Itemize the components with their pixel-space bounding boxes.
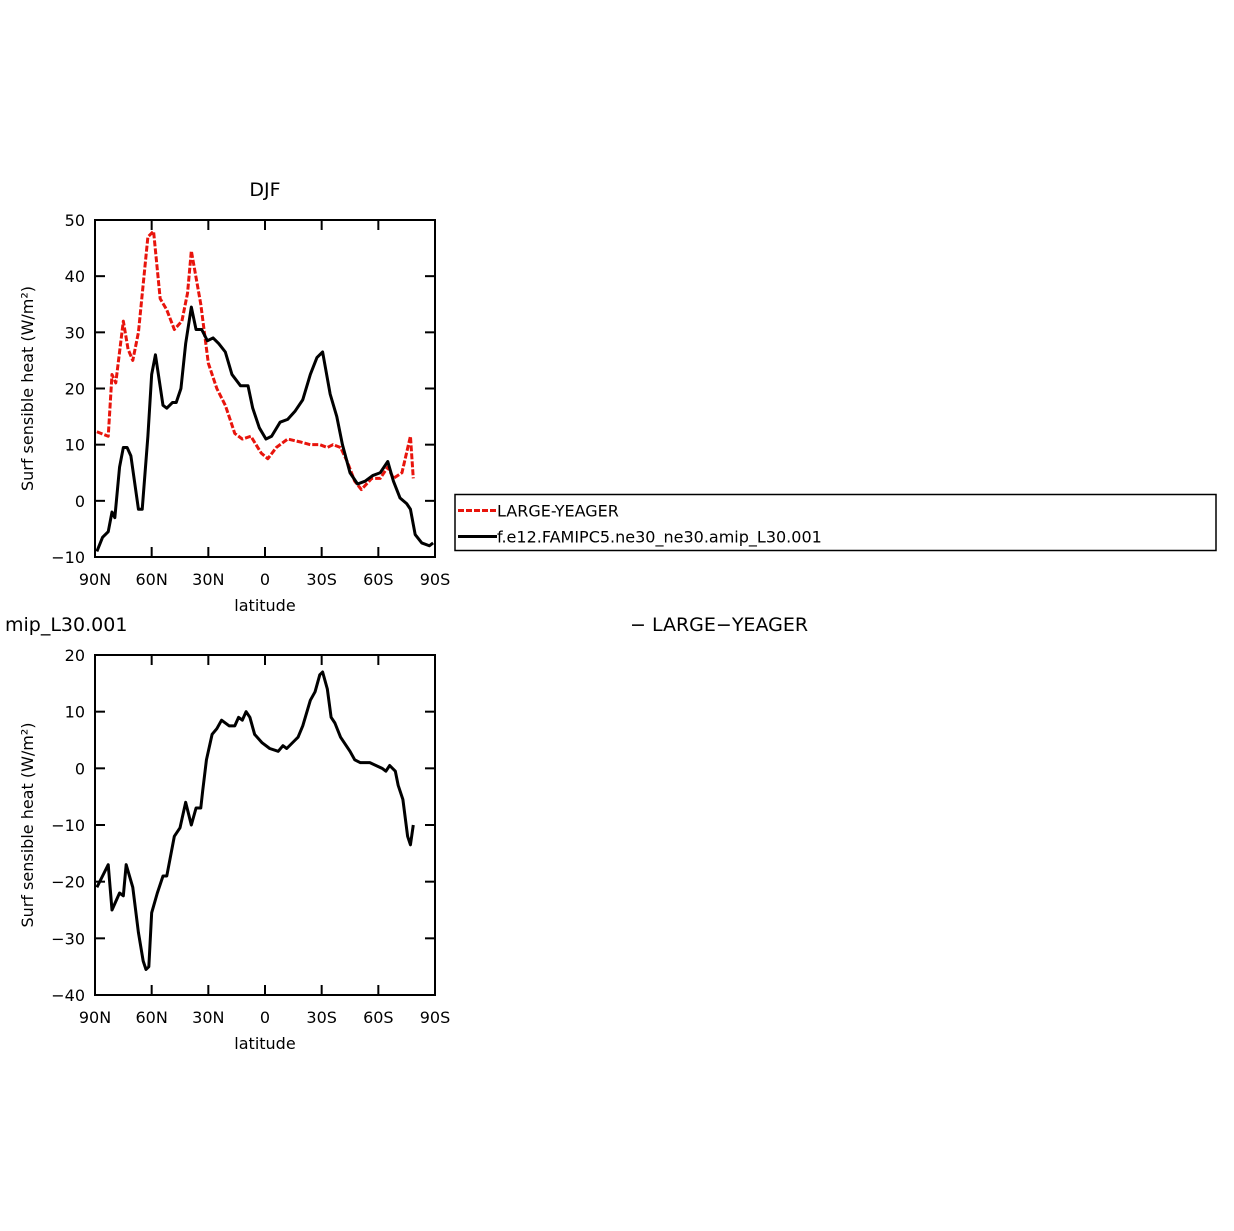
- legend-label: f.e12.FAMIPC5.ne30_ne30.amip_L30.001: [497, 528, 822, 548]
- y-tick-label: −10: [51, 816, 85, 835]
- x-tick-label: 90S: [420, 570, 451, 589]
- x-tick-label: 30N: [192, 1008, 224, 1027]
- data-line: [96, 229, 415, 492]
- plot-frame: [94, 654, 436, 996]
- plot-frame: [94, 219, 436, 558]
- y-axis-label: Surf sensible heat (W/m²): [18, 286, 37, 491]
- x-tick-label: 60S: [363, 1008, 394, 1027]
- y-tick-label: 10: [65, 436, 85, 455]
- x-tick-label: 30S: [306, 1008, 337, 1027]
- y-tick-label: 0: [75, 492, 85, 511]
- x-tick-label: 90S: [420, 1008, 451, 1027]
- chart-title: − LARGE−YEAGER: [630, 614, 808, 636]
- chart-title: mip_L30.001: [5, 614, 127, 636]
- y-axis-label: Surf sensible heat (W/m²): [18, 722, 37, 927]
- legend-label: LARGE-YEAGER: [497, 502, 619, 521]
- y-tick-label: −30: [51, 929, 85, 948]
- x-tick-label: 90N: [79, 570, 111, 589]
- y-tick-label: 20: [65, 646, 85, 665]
- x-tick-label: 30N: [192, 570, 224, 589]
- legend-box: [454, 493, 1217, 552]
- y-tick-label: 0: [75, 759, 85, 778]
- x-tick-label: 60N: [136, 570, 168, 589]
- x-tick-label: 0: [260, 1008, 270, 1027]
- chart-title: DJF: [249, 179, 280, 201]
- y-tick-label: 20: [65, 380, 85, 399]
- data-line: [95, 305, 435, 552]
- y-tick-label: −10: [51, 548, 85, 567]
- x-tick-label: 60N: [136, 1008, 168, 1027]
- data-line: [95, 670, 415, 971]
- y-tick-label: −40: [51, 986, 85, 1005]
- y-tick-label: 40: [65, 267, 85, 286]
- x-tick-label: 0: [260, 570, 270, 589]
- x-axis-label: latitude: [234, 1034, 295, 1053]
- x-axis-label: latitude: [234, 596, 295, 615]
- x-tick-label: 60S: [363, 570, 394, 589]
- y-tick-label: 10: [65, 703, 85, 722]
- x-tick-label: 90N: [79, 1008, 111, 1027]
- y-tick-label: 30: [65, 323, 85, 342]
- y-tick-label: 50: [65, 211, 85, 230]
- y-tick-label: −20: [51, 873, 85, 892]
- x-tick-label: 30S: [306, 570, 337, 589]
